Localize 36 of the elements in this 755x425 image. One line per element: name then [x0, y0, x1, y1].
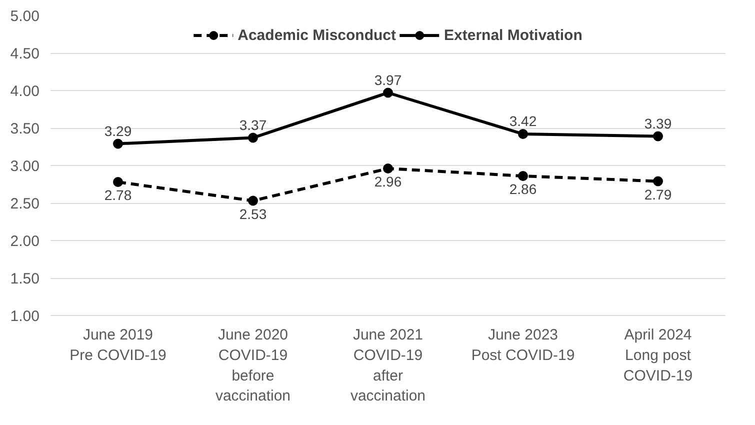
y-tick-label: 1.00	[10, 308, 40, 325]
data-label: 2.86	[509, 181, 537, 197]
y-tick-label: 5.00	[10, 8, 40, 25]
data-label: 3.39	[644, 115, 672, 132]
data-label: 2.96	[374, 174, 402, 190]
point	[518, 129, 528, 139]
point	[248, 132, 258, 143]
point	[653, 131, 663, 142]
data-label: 3.97	[374, 72, 402, 88]
x-tick-label: June 2019 Pre COVID-19	[70, 326, 166, 364]
legend-label: Academic Misconduct	[238, 26, 396, 44]
data-label: 2.78	[104, 187, 132, 203]
point	[518, 171, 528, 181]
data-label: 3.42	[509, 113, 537, 129]
point	[383, 164, 393, 174]
point	[113, 177, 123, 187]
x-tick-label: June 2021 COVID-19 after vaccination	[350, 326, 426, 405]
point	[653, 176, 663, 186]
x-tick-label: June 2023 Post COVID-19	[471, 326, 575, 364]
legend-label: External Motivation	[444, 26, 582, 44]
x-tick-label: June 2020 COVID-19 before vaccination	[215, 326, 291, 405]
y-tick-label: 3.00	[10, 158, 40, 175]
point	[113, 138, 123, 149]
data-label: 2.53	[239, 206, 267, 222]
data-label: 3.29	[104, 122, 132, 139]
x-tick-label: April 2024 Long post COVID-19	[623, 326, 693, 384]
y-tick-label: 2.00	[10, 233, 40, 250]
point	[383, 88, 393, 98]
y-tick-label: 2.50	[10, 196, 40, 212]
y-tick-label: 4.00	[10, 83, 40, 100]
y-tick-label: 4.50	[10, 46, 40, 62]
data-label: 2.79	[644, 186, 672, 202]
point	[248, 196, 258, 206]
y-tick-label: 3.50	[10, 120, 40, 138]
data-label: 3.37	[239, 116, 267, 133]
y-tick-label: 1.50	[10, 270, 40, 288]
